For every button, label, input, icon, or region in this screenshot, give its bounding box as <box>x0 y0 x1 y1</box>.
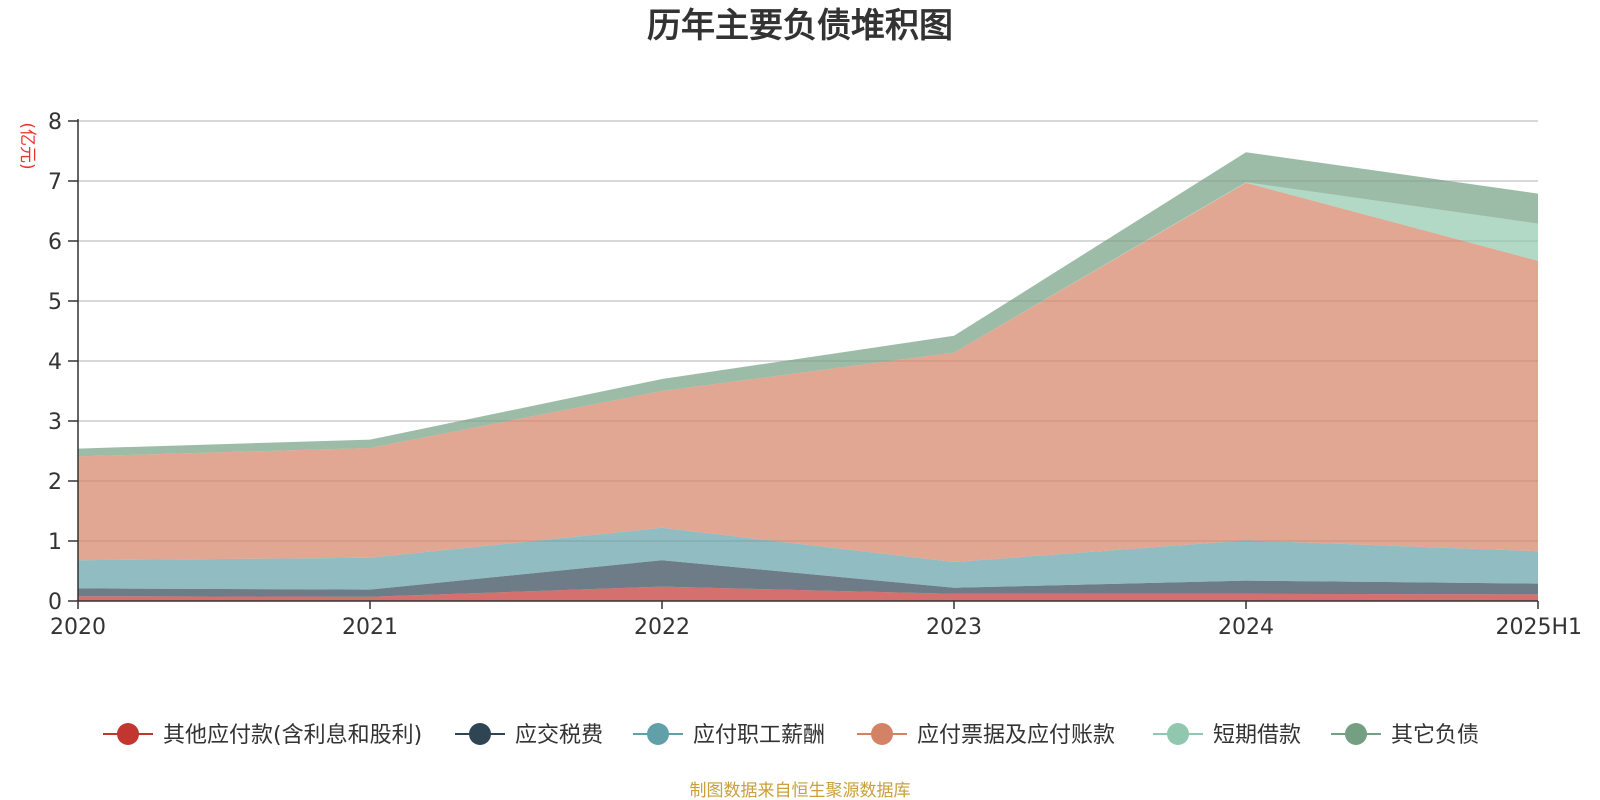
axes: 0 1 2 3 4 5 6 7 8 2020 2021 2022 2023 2024 2025H1 <box>48 110 1582 640</box>
legend-marker-3 <box>871 723 893 745</box>
data-source-note: 制图数据来自恒生聚源数据库 <box>690 781 911 800</box>
legend-label-4: 短期借款 <box>1213 723 1301 748</box>
legend-item-2: 应付职工薪酬 <box>633 723 825 748</box>
chart-title: 历年主要负债堆积图 <box>647 6 953 46</box>
legend-label-1: 应交税费 <box>515 723 603 748</box>
y-tick-label-7: 7 <box>48 170 62 195</box>
x-tick-label-2024: 2024 <box>1218 615 1274 640</box>
y-tick-label-1: 1 <box>48 530 62 555</box>
legend-label-5: 其它负债 <box>1391 723 1479 748</box>
legend-label-2: 应付职工薪酬 <box>693 723 825 748</box>
y-tick-label-0: 0 <box>48 590 62 615</box>
y-tick-label-6: 6 <box>48 230 62 255</box>
legend-marker-4 <box>1167 723 1189 745</box>
legend-item-5: 其它负债 <box>1331 723 1479 748</box>
x-tick-label-2020: 2020 <box>50 615 106 640</box>
y-tick-label-2: 2 <box>48 470 62 495</box>
legend-item-4: 短期借款 <box>1153 723 1301 748</box>
legend-item-3: 应付票据及应付账款 <box>857 723 1115 748</box>
legend-marker-2 <box>647 723 669 745</box>
y-tick-label-3: 3 <box>48 410 62 435</box>
area-series-0 <box>78 586 1538 601</box>
x-tick-label-2023: 2023 <box>926 615 982 640</box>
stacked-areas <box>78 152 1538 601</box>
legend-marker-0 <box>117 723 139 745</box>
y-axis-unit-label: (亿元) <box>17 122 37 169</box>
y-tick-label-4: 4 <box>48 350 62 375</box>
area-series-4 <box>78 182 1538 457</box>
y-tick-label-8: 8 <box>48 110 62 135</box>
y-tick-label-5: 5 <box>48 290 62 315</box>
legend-marker-1 <box>469 723 491 745</box>
area-series-2 <box>78 527 1538 590</box>
x-tick-label-2025H1: 2025H1 <box>1495 615 1582 640</box>
x-tick-label-2022: 2022 <box>634 615 690 640</box>
legend: 其他应付款(含利息和股利) 应交税费 应付职工薪酬 应付票据及应付账款 短期借款 其它负债 <box>103 723 1479 748</box>
legend-label-0: 其他应付款(含利息和股利) <box>163 723 422 748</box>
area-series-3 <box>78 182 1538 563</box>
legend-label-3: 应付票据及应付账款 <box>917 723 1115 748</box>
x-tick-label-2021: 2021 <box>342 615 398 640</box>
legend-item-1: 应交税费 <box>455 723 603 748</box>
legend-marker-5 <box>1345 723 1367 745</box>
area-series-1 <box>78 560 1538 597</box>
area-series-5 <box>78 152 1538 457</box>
legend-item-0: 其他应付款(含利息和股利) <box>103 723 422 748</box>
